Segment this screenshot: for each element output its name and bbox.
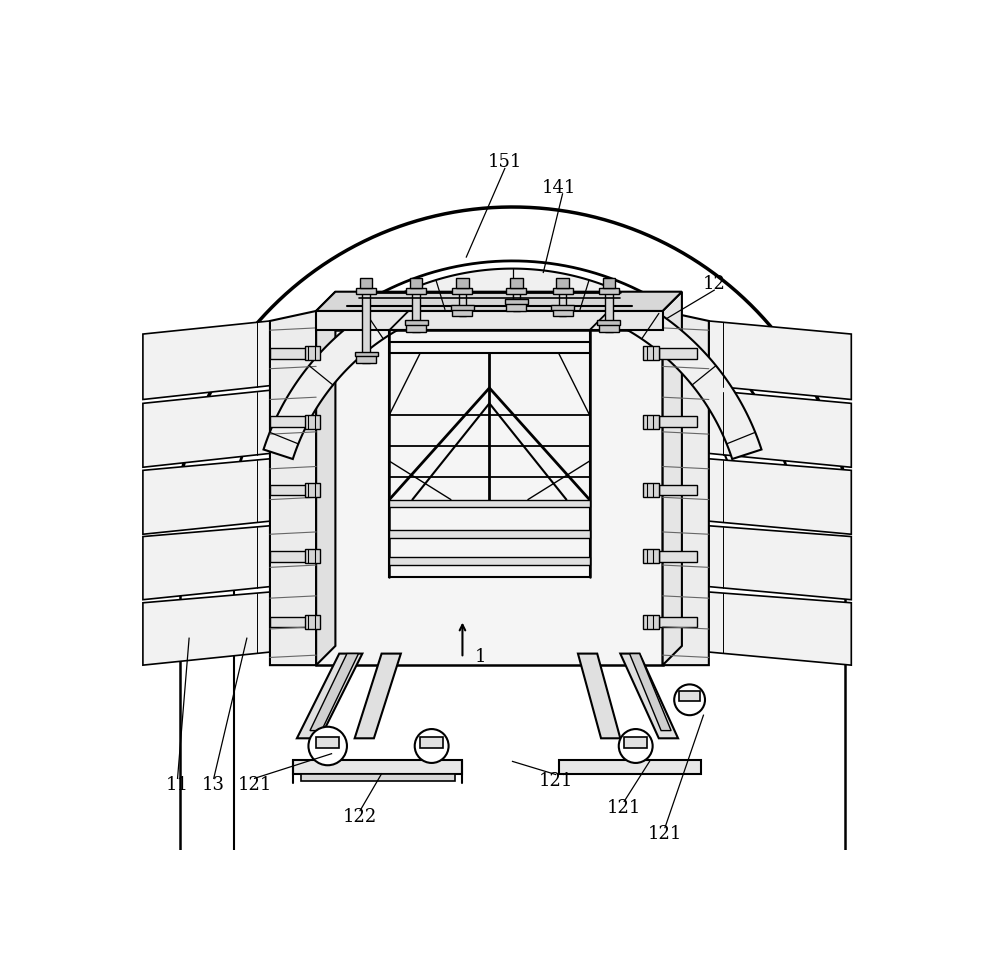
Bar [505, 300, 528, 304]
Bar [270, 551, 308, 562]
Bar [406, 287, 426, 294]
Bar [356, 287, 376, 294]
Polygon shape [709, 391, 851, 467]
Polygon shape [620, 653, 678, 738]
Polygon shape [143, 391, 270, 467]
Bar [643, 615, 659, 629]
Bar [305, 347, 320, 360]
Bar [270, 416, 308, 427]
Bar [559, 291, 566, 316]
Bar [506, 304, 526, 311]
Polygon shape [709, 592, 851, 665]
Polygon shape [143, 321, 270, 399]
Text: 122: 122 [343, 808, 377, 826]
Polygon shape [355, 653, 401, 738]
Bar [412, 291, 420, 332]
Bar [597, 321, 620, 325]
Polygon shape [270, 311, 316, 665]
Bar [556, 278, 569, 287]
Bar [659, 551, 697, 562]
Bar [305, 483, 320, 497]
Bar [456, 278, 469, 287]
Polygon shape [709, 526, 851, 600]
Bar [603, 278, 615, 287]
Bar [389, 499, 590, 507]
Bar [605, 291, 613, 332]
Bar [659, 348, 697, 359]
Bar [389, 530, 590, 538]
Bar [270, 484, 308, 496]
Bar [659, 484, 697, 496]
Bar [599, 325, 619, 332]
Bar [559, 760, 701, 774]
Polygon shape [264, 268, 761, 459]
Polygon shape [143, 592, 270, 665]
Bar [420, 736, 443, 748]
Bar [553, 287, 573, 294]
Polygon shape [663, 311, 709, 665]
Bar [451, 305, 474, 309]
Bar [659, 617, 697, 627]
Bar [506, 287, 526, 294]
Circle shape [619, 729, 653, 763]
Polygon shape [709, 321, 851, 399]
Circle shape [674, 685, 705, 715]
Bar [679, 690, 700, 701]
Bar [410, 278, 422, 287]
Text: 1: 1 [474, 648, 486, 667]
Polygon shape [297, 653, 362, 738]
Bar [551, 305, 574, 309]
Bar [452, 287, 472, 294]
Text: 11: 11 [166, 775, 189, 794]
Text: 121: 121 [607, 798, 641, 817]
Bar [389, 558, 590, 565]
Polygon shape [663, 291, 682, 665]
Bar [305, 615, 320, 629]
Polygon shape [310, 653, 358, 731]
Bar [405, 321, 428, 325]
Polygon shape [316, 291, 335, 665]
Polygon shape [316, 330, 663, 665]
Bar [356, 355, 376, 363]
Polygon shape [143, 526, 270, 600]
Bar [643, 414, 659, 429]
Bar [355, 351, 378, 356]
Bar [643, 347, 659, 360]
Polygon shape [316, 291, 682, 311]
Bar [512, 291, 520, 311]
Bar [360, 278, 372, 287]
Polygon shape [143, 458, 270, 534]
Text: 121: 121 [237, 775, 272, 794]
Bar [301, 774, 455, 781]
Bar [293, 760, 462, 774]
Bar [643, 549, 659, 563]
Bar [459, 291, 466, 316]
Text: 151: 151 [488, 154, 522, 171]
Bar [270, 617, 308, 627]
Polygon shape [630, 653, 671, 731]
Bar [624, 736, 647, 748]
Text: 13: 13 [202, 775, 225, 794]
Polygon shape [709, 458, 851, 534]
Text: 121: 121 [538, 772, 573, 790]
Circle shape [308, 727, 347, 765]
Bar [270, 348, 308, 359]
Bar [599, 287, 619, 294]
Bar [553, 308, 573, 316]
Bar [659, 416, 697, 427]
Text: 121: 121 [648, 825, 682, 842]
Polygon shape [316, 311, 663, 330]
Bar [406, 325, 426, 332]
Bar [362, 291, 370, 363]
Bar [643, 483, 659, 497]
Text: 12: 12 [703, 275, 726, 293]
Polygon shape [578, 653, 620, 738]
Circle shape [415, 729, 449, 763]
Bar [305, 549, 320, 563]
Bar [452, 308, 472, 316]
Text: 141: 141 [542, 179, 576, 197]
Bar [510, 278, 523, 287]
Bar [305, 414, 320, 429]
Bar [316, 736, 339, 748]
